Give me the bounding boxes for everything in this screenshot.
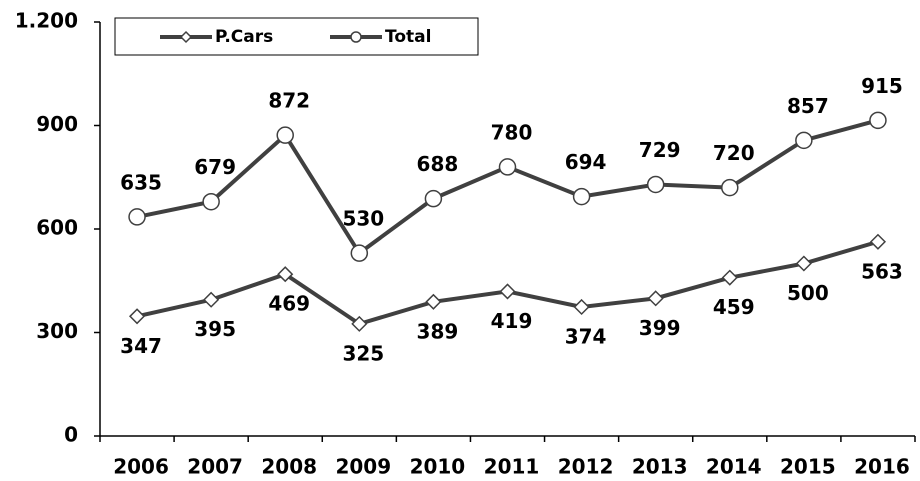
data-label: 389 [417, 319, 459, 343]
y-tick-label: 600 [36, 216, 78, 240]
data-label: 530 [342, 207, 384, 231]
data-label: 729 [639, 138, 681, 162]
point [647, 290, 664, 307]
point [128, 208, 146, 226]
point [869, 233, 887, 250]
point [646, 175, 665, 194]
x-tick-label: 2016 [854, 455, 910, 479]
data-label: 688 [417, 152, 459, 176]
data-label: 679 [194, 155, 236, 179]
y-tick-label: 1.200 [15, 9, 78, 33]
point [350, 244, 369, 262]
point [424, 189, 443, 208]
legend-label: P.Cars [215, 27, 273, 47]
data-label: 780 [491, 120, 533, 144]
point [721, 178, 739, 197]
legend-label: Total [385, 27, 431, 47]
x-tick-label: 2014 [706, 455, 762, 479]
point [721, 269, 738, 286]
x-tick-label: 2012 [558, 455, 614, 479]
point [573, 298, 590, 316]
data-label: 419 [491, 309, 533, 333]
point [351, 315, 368, 332]
point [425, 293, 442, 310]
data-label: 325 [342, 341, 384, 365]
legend-marker [350, 31, 362, 43]
data-label: 399 [639, 316, 681, 340]
data-label: 500 [787, 281, 829, 305]
point [202, 192, 220, 211]
point [277, 266, 294, 283]
x-tick-label: 2009 [335, 455, 391, 479]
x-tick-label: 2008 [261, 455, 317, 479]
data-label: 374 [565, 324, 607, 348]
y-tick-label: 900 [36, 112, 78, 136]
data-label: 635 [120, 170, 162, 194]
point [795, 255, 812, 272]
x-tick-label: 2006 [113, 455, 169, 479]
point [869, 111, 887, 130]
x-tick-label: 2013 [632, 455, 688, 479]
point [128, 308, 146, 325]
point [276, 126, 294, 144]
x-tick-label: 2011 [484, 455, 540, 479]
point [795, 131, 813, 150]
data-label: 915 [861, 74, 903, 98]
data-label: 872 [268, 89, 310, 113]
data-label: 347 [120, 334, 162, 358]
x-tick-label: 2010 [410, 455, 466, 479]
data-label: 694 [565, 150, 607, 174]
point [499, 283, 516, 300]
data-label: 469 [268, 292, 310, 316]
y-tick-label: 300 [36, 319, 78, 343]
data-label: 720 [713, 141, 755, 165]
point [572, 187, 591, 206]
y-tick-label: 0 [64, 423, 78, 447]
data-label: 395 [194, 317, 236, 341]
point [203, 291, 220, 308]
data-label: 563 [861, 259, 903, 283]
legend-marker [179, 30, 193, 44]
data-label: 857 [787, 94, 829, 118]
data-label: 459 [713, 295, 755, 319]
x-tick-label: 2015 [780, 455, 836, 479]
x-tick-label: 2007 [187, 455, 243, 479]
point [498, 158, 517, 176]
